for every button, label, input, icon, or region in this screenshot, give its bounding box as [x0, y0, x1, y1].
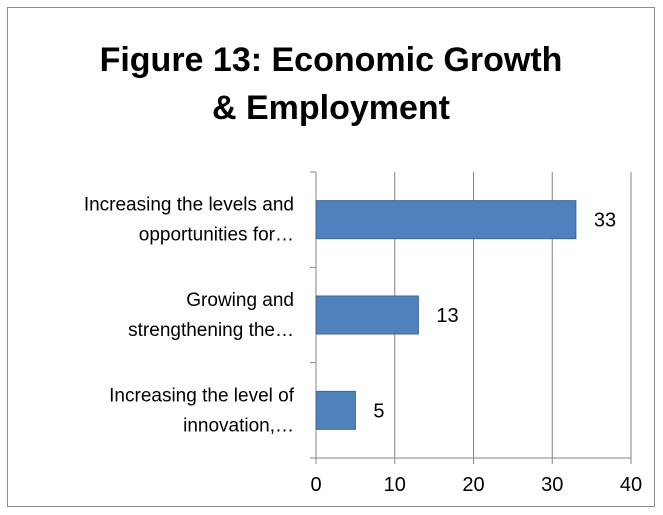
- chart-title-line-2: & Employment: [211, 89, 451, 127]
- x-tick-label-0: 0: [310, 474, 321, 496]
- category-label-1-line-1: Increasing the levels and: [84, 195, 294, 216]
- bar-3: [315, 390, 356, 430]
- chart-title: Figure 13: Economic Growth & Employment: [7, 36, 655, 132]
- x-tick-label-20: 20: [462, 474, 484, 496]
- category-label-3-line-1: Increasing the level of: [109, 385, 295, 406]
- x-tick-label-40: 40: [620, 474, 642, 496]
- bar-1: [315, 200, 577, 240]
- data-label-1: 33: [594, 210, 616, 232]
- category-label-3-line-2: innovation,…: [183, 415, 294, 436]
- chart-title-line-1: Figure 13: Economic Growth: [99, 41, 563, 79]
- category-label-2-line-1: Growing and: [186, 290, 294, 311]
- category-label-2-line-2: strengthening the…: [128, 320, 294, 341]
- x-tick-label-10: 10: [384, 474, 406, 496]
- category-label-1-line-2: opportunities for…: [139, 225, 294, 246]
- bar-2: [315, 295, 419, 335]
- x-tick-label-30: 30: [541, 474, 563, 496]
- data-label-3: 5: [373, 400, 384, 422]
- data-label-2: 13: [436, 305, 458, 327]
